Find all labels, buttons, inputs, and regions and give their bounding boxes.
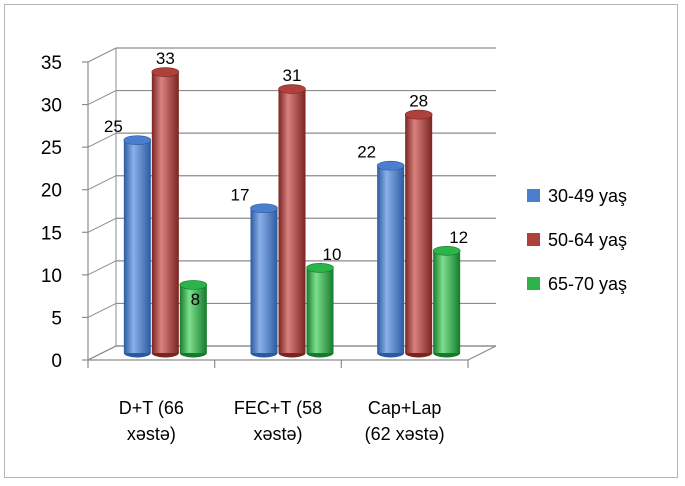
- category-label-line: FEC+T (58: [234, 398, 322, 418]
- category-label: D+T (66 xəstə): [119, 398, 184, 444]
- y-tick-label: 15: [41, 223, 62, 244]
- data-label: 25: [104, 117, 123, 136]
- bar-top: [306, 263, 334, 273]
- y-tick-label: 25: [41, 138, 62, 159]
- bar: [404, 109, 433, 358]
- gridline-side: [87, 175, 117, 191]
- bar-body: [377, 165, 405, 353]
- legend-swatch: [527, 277, 540, 290]
- bar-top: [123, 135, 152, 145]
- gridline-side: [87, 302, 117, 318]
- category-label-line: D+T (66: [119, 398, 184, 418]
- bar-body: [278, 89, 306, 354]
- bar-top: [278, 84, 306, 94]
- legend-swatch: [527, 233, 540, 246]
- data-label: 31: [283, 66, 302, 85]
- bar: [179, 280, 208, 358]
- legend-label: 65-70 yaş: [548, 274, 627, 294]
- y-tick-label: 5: [51, 308, 62, 329]
- y-tick-label: 35: [41, 53, 62, 74]
- y-tick-label: 10: [41, 266, 62, 287]
- y-tick-label: 20: [41, 181, 62, 202]
- gridline-side: [87, 132, 117, 148]
- bar-top: [179, 280, 208, 290]
- bar-body: [123, 140, 151, 353]
- bar-top: [376, 160, 405, 171]
- bar-top: [151, 67, 180, 77]
- legend-label: 30-49 yaş: [548, 186, 627, 206]
- bar-top: [250, 203, 278, 214]
- y-tick-label: 30: [41, 96, 62, 117]
- bar-body: [179, 284, 207, 353]
- bars: [123, 67, 461, 358]
- data-label: 10: [323, 245, 342, 264]
- data-label: 8: [191, 290, 200, 309]
- gridline-side: [87, 217, 117, 233]
- category-labels: D+T (66 xəstə) FEC+T (58 xəstə) Cap+Lap (62 x…: [119, 398, 445, 444]
- bar: [306, 263, 334, 358]
- legend-swatch: [527, 189, 540, 202]
- category-label-line: Cap+Lap: [368, 398, 442, 418]
- bar-body: [405, 114, 433, 353]
- bar-body: [433, 250, 461, 353]
- category-label-line: xəstə): [253, 424, 302, 444]
- bar-body: [151, 72, 179, 354]
- bar-top: [432, 246, 461, 256]
- category-label-line: xəstə): [127, 424, 176, 444]
- bar-body: [306, 267, 334, 353]
- data-label: 22: [357, 143, 376, 162]
- bar-top: [404, 109, 433, 120]
- bar: [376, 160, 405, 358]
- axes: [82, 61, 469, 368]
- category-label-line: (62 xəstə): [365, 424, 445, 444]
- legend-label: 50-64 yaş: [548, 230, 627, 250]
- category-label: Cap+Lap (62 xəstə): [365, 398, 445, 444]
- data-label: 33: [156, 49, 175, 68]
- y-axis-ticks: 0 5 10 15 20 25 30 35: [41, 53, 62, 372]
- data-label: 28: [409, 92, 428, 111]
- legend: 30-49 yaş 50-64 yaş 65-70 yaş: [527, 186, 627, 294]
- data-labels: 25 33 8 17 31 10 22 28 12: [104, 49, 468, 309]
- bar-body: [250, 208, 278, 353]
- bar: [432, 246, 461, 358]
- bar: [151, 67, 180, 358]
- bar: [123, 135, 152, 358]
- category-label: FEC+T (58 xəstə): [234, 398, 322, 444]
- data-label: 17: [231, 185, 250, 204]
- gridline-side: [87, 260, 117, 276]
- bar: [278, 84, 306, 358]
- gridline-side: [87, 47, 117, 63]
- data-label: 12: [449, 228, 468, 247]
- y-tick-label: 0: [51, 351, 62, 372]
- bar: [250, 203, 278, 358]
- gridline-side: [87, 90, 117, 106]
